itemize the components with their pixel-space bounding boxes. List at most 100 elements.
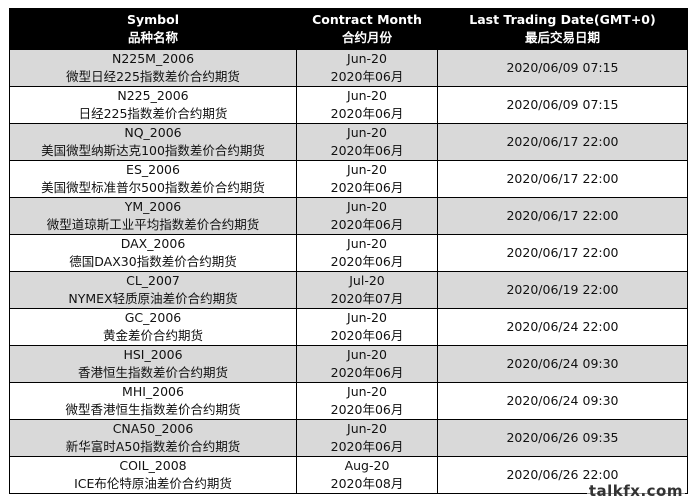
table-row: YM_2006 微型道琼斯工业平均指数差价合约期货 Jun-20 2020年06月 … — [9, 197, 688, 235]
watermark-text: talkfx.com — [586, 482, 685, 500]
table-row: CNA50_2006 新华富时A50指数差价合约期货 Jun-20 2020年06月… — [9, 419, 688, 457]
header-date-en: Last Trading Date(GMT+0) — [469, 12, 656, 27]
symbol-cell: GC_2006 黄金差价合约期货 — [9, 308, 297, 346]
symbol-code: N225M_2006 — [111, 51, 195, 66]
month-en: Jun-20 — [347, 125, 387, 140]
header-month-en: Contract Month — [312, 12, 422, 27]
table-row: N225_2006 日经225指数差价合约期货 Jun-20 2020年06月 20… — [9, 86, 688, 124]
last-date-cell: 2020/06/17 22:00 — [437, 123, 688, 161]
symbol-code: DAX_2006 — [120, 236, 186, 251]
header-date-cn: 最后交易日期 — [524, 30, 600, 45]
table-row: N225M_2006 微型日经225指数差价合约期货 Jun-20 2020年06月… — [9, 49, 688, 87]
header-row: Symbol 品种名称 Contract Month 合约月份 Last Tra… — [9, 8, 688, 50]
header-symbol-en: Symbol — [127, 12, 179, 27]
month-cn: 2020年06月 — [330, 180, 404, 195]
table-row: GC_2006 黄金差价合约期货 Jun-20 2020年06月 2020/06/2… — [9, 308, 688, 346]
last-date-cell: 2020/06/24 22:00 — [437, 308, 688, 346]
symbol-name: 微型日经225指数差价合约期货 — [66, 69, 240, 84]
symbol-name: 黄金差价合约期货 — [102, 328, 203, 343]
symbol-cell: DAX_2006 德国DAX30指数差价合约期货 — [9, 234, 297, 272]
last-date-cell: 2020/06/17 22:00 — [437, 160, 688, 198]
month-en: Jul-20 — [349, 273, 385, 288]
symbol-code: NQ_2006 — [124, 125, 182, 140]
month-cn: 2020年06月 — [330, 106, 404, 121]
month-cn: 2020年06月 — [330, 439, 404, 454]
table-row: DAX_2006 德国DAX30指数差价合约期货 Jun-20 2020年06月 2… — [9, 234, 688, 272]
month-cn: 2020年07月 — [330, 291, 404, 306]
symbol-code: HSI_2006 — [123, 347, 183, 362]
month-cell: Jun-20 2020年06月 — [296, 86, 438, 124]
symbol-code: CL_2007 — [126, 273, 180, 288]
month-en: Jun-20 — [347, 347, 387, 362]
symbol-code: ES_2006 — [126, 162, 180, 177]
month-cn: 2020年08月 — [330, 476, 404, 491]
symbol-cell: N225_2006 日经225指数差价合约期货 — [9, 86, 297, 124]
month-cn: 2020年06月 — [330, 328, 404, 343]
symbol-name: NYMEX轻质原油差价合约期货 — [68, 291, 238, 306]
contract-table: Symbol 品种名称 Contract Month 合约月份 Last Tra… — [9, 8, 688, 494]
month-en: Jun-20 — [347, 236, 387, 251]
header-symbol-cn: 品种名称 — [127, 30, 178, 45]
last-date-cell: 2020/06/24 09:30 — [437, 382, 688, 420]
symbol-name: 德国DAX30指数差价合约期货 — [69, 254, 237, 269]
table-row: NQ_2006 美国微型纳斯达克100指数差价合约期货 Jun-20 2020年06… — [9, 123, 688, 161]
month-en: Jun-20 — [347, 199, 387, 214]
symbol-cell: ES_2006 美国微型标准普尔500指数差价合约期货 — [9, 160, 297, 198]
symbol-cell: NQ_2006 美国微型纳斯达克100指数差价合约期货 — [9, 123, 297, 161]
month-cell: Jul-20 2020年07月 — [296, 271, 438, 309]
month-cell: Jun-20 2020年06月 — [296, 382, 438, 420]
symbol-name: 日经225指数差价合约期货 — [78, 106, 228, 121]
last-date-cell: 2020/06/24 09:30 — [437, 345, 688, 383]
month-cn: 2020年06月 — [330, 69, 404, 84]
month-cell: Aug-20 2020年08月 — [296, 456, 438, 494]
symbol-code: YM_2006 — [124, 199, 182, 214]
symbol-name: 微型道琼斯工业平均指数差价合约期货 — [46, 217, 260, 232]
month-cn: 2020年06月 — [330, 143, 404, 158]
month-cell: Jun-20 2020年06月 — [296, 160, 438, 198]
month-cell: Jun-20 2020年06月 — [296, 419, 438, 457]
symbol-cell: MHI_2006 微型香港恒生指数差价合约期货 — [9, 382, 297, 420]
symbol-name: 香港恒生指数差价合约期货 — [77, 365, 228, 380]
table-row: MHI_2006 微型香港恒生指数差价合约期货 Jun-20 2020年06月 20… — [9, 382, 688, 420]
month-cn: 2020年06月 — [330, 254, 404, 269]
table-header: Symbol 品种名称 Contract Month 合约月份 Last Tra… — [9, 8, 688, 50]
last-date-cell: 2020/06/09 07:15 — [437, 86, 688, 124]
month-en: Jun-20 — [347, 51, 387, 66]
month-cn: 2020年06月 — [330, 365, 404, 380]
month-cell: Jun-20 2020年06月 — [296, 123, 438, 161]
month-en: Jun-20 — [347, 310, 387, 325]
symbol-code: MHI_2006 — [122, 384, 184, 399]
header-contract-month: Contract Month 合约月份 — [296, 8, 438, 50]
header-month-cn: 合约月份 — [341, 30, 392, 45]
last-date-cell: 2020/06/09 07:15 — [437, 49, 688, 87]
last-date-cell: 2020/06/17 22:00 — [437, 234, 688, 272]
symbol-name: 微型香港恒生指数差价合约期货 — [65, 402, 241, 417]
symbol-code: N225_2006 — [117, 88, 189, 103]
month-cn: 2020年06月 — [330, 402, 404, 417]
table-row: ES_2006 美国微型标准普尔500指数差价合约期货 Jun-20 2020年06… — [9, 160, 688, 198]
contract-table-container: Symbol 品种名称 Contract Month 合约月份 Last Tra… — [9, 8, 688, 494]
month-cell: Jun-20 2020年06月 — [296, 345, 438, 383]
month-cell: Jun-20 2020年06月 — [296, 49, 438, 87]
symbol-cell: CNA50_2006 新华富时A50指数差价合约期货 — [9, 419, 297, 457]
month-en: Jun-20 — [347, 384, 387, 399]
last-date-cell: 2020/06/17 22:00 — [437, 197, 688, 235]
month-cell: Jun-20 2020年06月 — [296, 308, 438, 346]
header-symbol: Symbol 品种名称 — [9, 8, 297, 50]
symbol-cell: YM_2006 微型道琼斯工业平均指数差价合约期货 — [9, 197, 297, 235]
symbol-name: ICE布伦特原油差价合约期货 — [74, 476, 232, 491]
symbol-code: CNA50_2006 — [112, 421, 194, 436]
last-date-cell: 2020/06/26 09:35 — [437, 419, 688, 457]
table-row: CL_2007 NYMEX轻质原油差价合约期货 Jul-20 2020年07月 20… — [9, 271, 688, 309]
symbol-name: 新华富时A50指数差价合约期货 — [65, 439, 241, 454]
symbol-cell: COIL_2008 ICE布伦特原油差价合约期货 — [9, 456, 297, 494]
symbol-name: 美国微型纳斯达克100指数差价合约期货 — [41, 143, 265, 158]
last-date-cell: 2020/06/19 22:00 — [437, 271, 688, 309]
month-en: Aug-20 — [344, 458, 390, 473]
header-last-trading-date: Last Trading Date(GMT+0) 最后交易日期 — [437, 8, 688, 50]
symbol-code: GC_2006 — [124, 310, 182, 325]
month-en: Jun-20 — [347, 162, 387, 177]
month-cell: Jun-20 2020年06月 — [296, 234, 438, 272]
month-cn: 2020年06月 — [330, 217, 404, 232]
symbol-cell: HSI_2006 香港恒生指数差价合约期货 — [9, 345, 297, 383]
